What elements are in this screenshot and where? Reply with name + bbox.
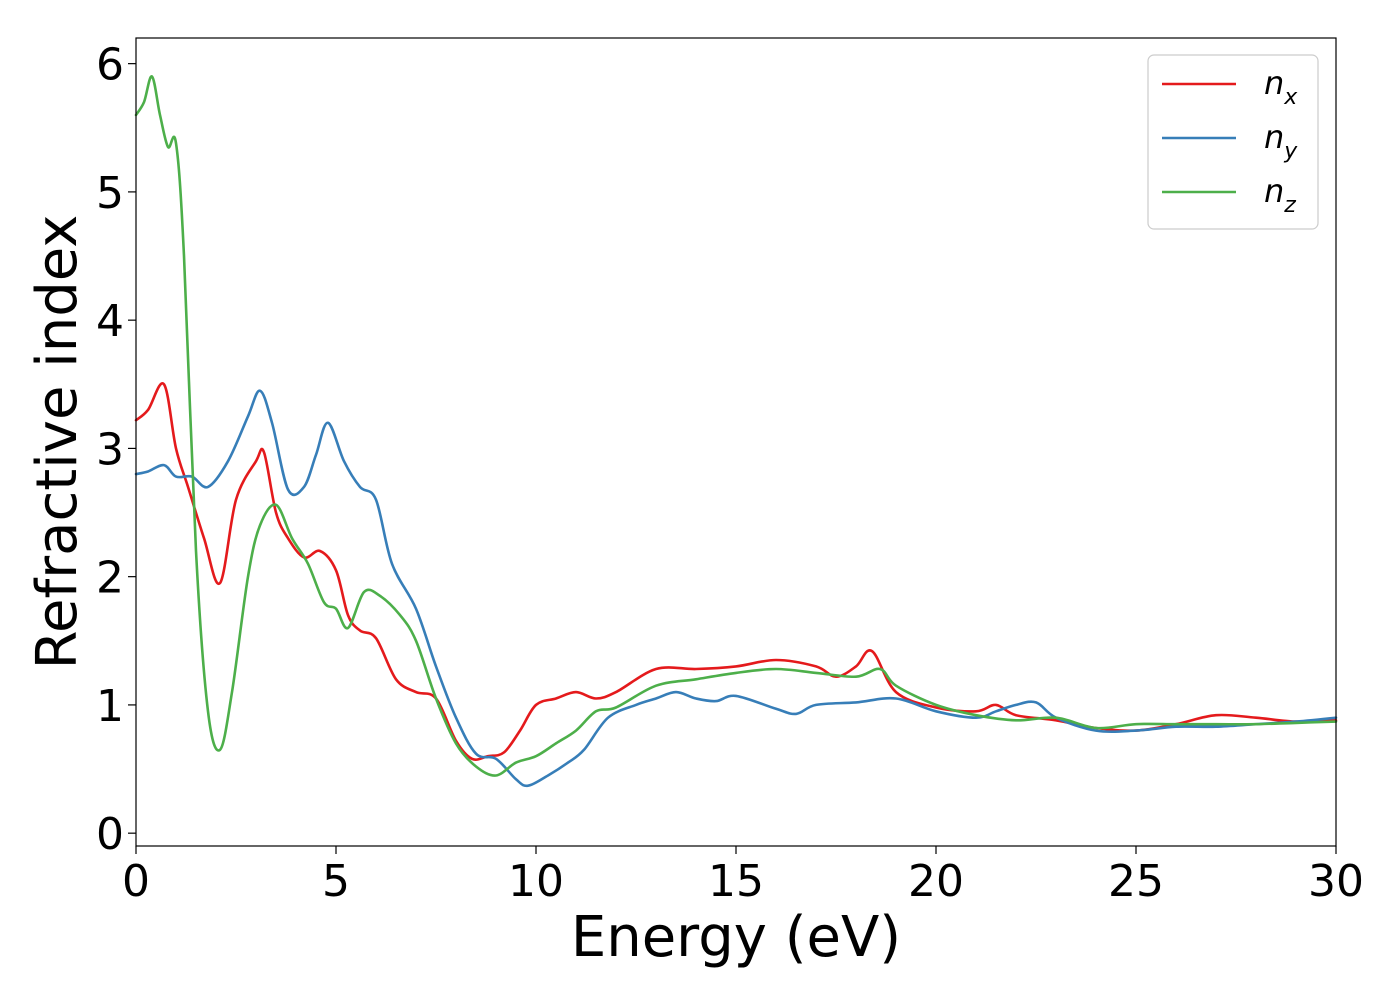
y-tick-label: 2 [96,553,124,604]
x-tick-label: 20 [908,856,964,907]
legend-box [1147,54,1319,230]
y-tick-label: 4 [96,296,124,347]
y-tick-label: 0 [96,809,124,860]
series-line-ny [134,389,1338,788]
y-tick-label: 3 [96,424,124,475]
x-tick-label: 15 [708,856,764,907]
series-lines [134,75,1338,788]
x-axis-title: Energy (eV) [571,905,901,970]
x-tick-label: 10 [508,856,564,907]
series-line-nz [134,75,1338,777]
y-tick-label: 6 [96,40,124,91]
y-tick-label: 1 [96,681,124,732]
x-tick-label: 5 [322,856,350,907]
axis-ticks: 0 5 10 15 20 25 30 0 1 2 3 4 5 6 [96,40,1364,907]
x-tick-label: 30 [1308,856,1364,907]
x-tick-label: 0 [122,856,150,907]
series-line-nx [134,382,1338,761]
y-tick-label: 5 [96,168,124,219]
y-axis-title: Refractive index [25,215,90,670]
x-tick-label: 25 [1108,856,1164,907]
